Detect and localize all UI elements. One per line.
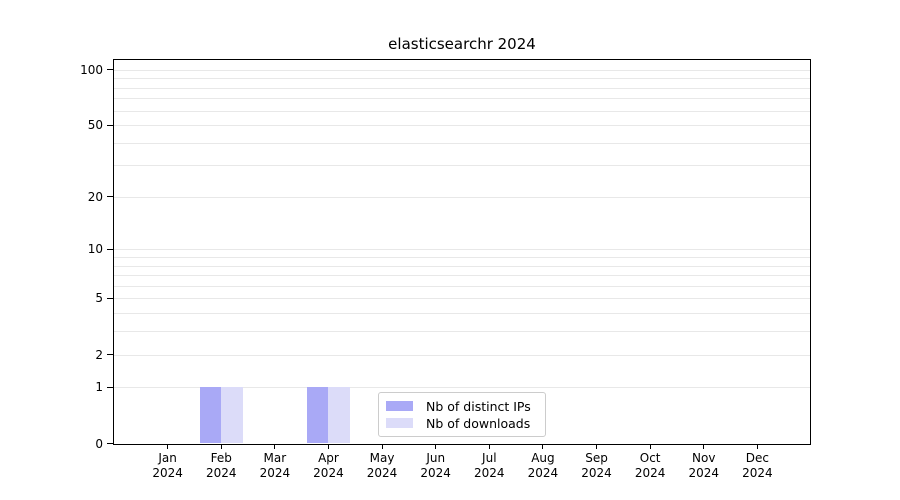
x-tick-label: Dec 2024 [715,451,799,481]
x-tick-label: Mar 2024 [233,451,317,481]
x-tick-label-month: Feb [210,450,232,465]
x-tick [381,444,383,449]
x-tick-label: Oct 2024 [608,451,692,481]
y-gridline [114,331,810,333]
y-gridline [114,313,810,315]
y-tick [107,69,113,71]
y-gridline [114,125,810,127]
bar-downloads [221,387,243,444]
x-tick-label: Nov 2024 [662,451,746,481]
y-gridline [114,265,810,267]
y-tick [107,443,113,444]
x-tick [274,444,276,449]
y-gridline [114,257,810,259]
x-tick-label-year: 2024 [634,465,666,480]
x-tick [756,444,758,449]
legend-swatch-downloads [386,418,413,428]
plot-area [113,59,811,445]
x-tick [542,444,544,449]
y-tick [107,354,113,356]
x-tick-label-year: 2024 [742,465,773,480]
y-gridline [114,165,810,167]
y-tick [107,196,113,198]
y-tick [107,297,113,299]
x-tick [488,444,490,449]
y-gridline [114,285,810,287]
legend: Nb of distinct IPs Nb of downloads [378,392,546,437]
y-tick-label: 2 [95,347,103,362]
legend-item-downloads: Nb of downloads [386,415,537,431]
x-tick-label-year: 2024 [259,465,291,480]
x-tick-label: Sep 2024 [555,451,639,481]
x-tick [435,444,437,449]
x-tick [703,444,705,449]
x-tick [596,444,598,449]
y-gridline [114,69,810,71]
y-tick-label: 0 [95,436,103,451]
y-tick-label: 10 [87,242,103,257]
x-tick-label-year: 2024 [474,465,505,480]
x-tick-label-year: 2024 [527,465,559,480]
x-tick-label: Feb 2024 [179,451,263,481]
y-gridline [114,98,810,100]
x-tick-label-year: 2024 [313,465,344,480]
x-tick-label-month: Sep [585,450,608,465]
y-tick [107,124,113,126]
bar-downloads [328,387,350,444]
x-tick-label-month: Apr [318,450,339,465]
x-tick-label-month: May [369,450,395,465]
y-gridline [114,298,810,300]
y-gridline [114,275,810,277]
x-tick [649,444,651,449]
x-tick-label-month: Dec [745,450,769,465]
y-gridline [114,78,810,80]
x-tick-label: Aug 2024 [501,451,585,481]
x-tick-label-month: Jun [426,450,446,465]
y-tick [107,386,113,388]
x-tick-label-month: Jul [482,450,497,465]
y-gridline [114,110,810,112]
x-tick-label-month: Jan [158,450,177,465]
x-tick-label-month: Aug [531,450,555,465]
y-gridline [114,196,810,198]
legend-label-downloads: Nb of downloads [426,415,531,431]
legend-item-distinct-ips: Nb of distinct IPs [386,398,537,414]
x-tick-label: Jul 2024 [447,451,531,481]
y-tick-label: 20 [87,189,103,204]
bar-distinct-ips [199,387,222,444]
bar-distinct-ips [307,387,329,444]
x-tick-label-month: Nov [692,450,716,465]
y-gridline [114,387,810,389]
x-tick-label: Jun 2024 [394,451,478,481]
x-tick [167,444,169,449]
y-tick [107,248,113,250]
y-tick-label: 5 [95,291,103,306]
legend-label-distinct-ips: Nb of distinct IPs [426,398,531,414]
x-tick-label: Jan 2024 [126,451,210,481]
legend-swatch-distinct-ips [386,401,413,411]
chart-title: elasticsearchr 2024 [388,35,536,53]
y-gridline [114,142,810,144]
y-tick-label: 1 [95,380,103,395]
y-tick-label: 100 [80,62,103,77]
x-tick-label-month: Mar [263,450,287,465]
x-tick [220,444,222,449]
x-tick-label-year: 2024 [366,465,398,480]
x-tick-label-year: 2024 [205,465,237,480]
x-tick [327,444,329,449]
x-tick-label-year: 2024 [688,465,720,480]
y-tick-label: 50 [87,118,103,133]
x-tick-label-year: 2024 [152,465,183,480]
x-tick-label-year: 2024 [420,465,451,480]
x-tick-label-month: Oct [639,450,661,465]
y-gridline [114,354,810,356]
y-gridline [114,87,810,89]
x-tick-label-year: 2024 [581,465,612,480]
x-tick-label: May 2024 [340,451,424,481]
x-tick-label: Apr 2024 [286,451,370,481]
y-gridline [114,249,810,251]
